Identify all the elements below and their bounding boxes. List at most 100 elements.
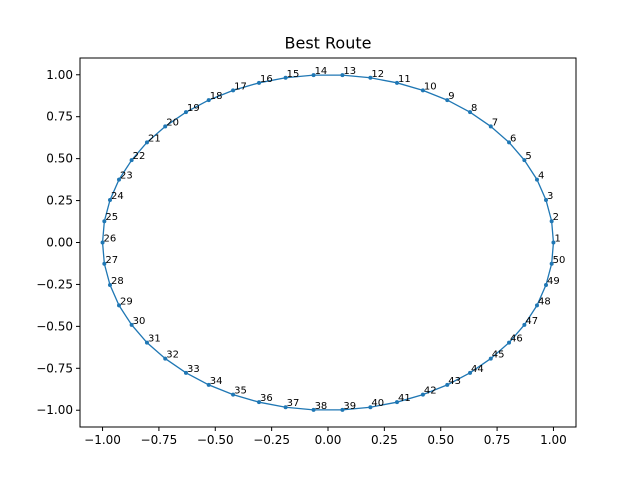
route-point xyxy=(394,80,399,85)
x-tick-label: 1.00 xyxy=(540,433,567,447)
point-label: 12 xyxy=(371,69,384,80)
route-point xyxy=(163,124,168,129)
point-label: 32 xyxy=(166,350,179,361)
route-point xyxy=(144,340,149,345)
route-point xyxy=(507,140,512,145)
x-tick-label: 0.25 xyxy=(371,433,398,447)
point-label: 34 xyxy=(210,376,223,387)
point-label: 23 xyxy=(120,171,133,182)
y-tick-label: 1.00 xyxy=(46,68,73,82)
point-label: 24 xyxy=(111,191,124,202)
chart-title: Best Route xyxy=(285,34,372,53)
x-axis: −1.00 −0.75 −0.50 −0.25 0.00 0.25 0.50 0.75 1.00 xyxy=(84,427,567,447)
route-point xyxy=(129,322,134,327)
route-point xyxy=(107,282,112,287)
route-point xyxy=(368,75,373,80)
route-point xyxy=(163,356,168,361)
point-label: 50 xyxy=(553,255,566,266)
point-label: 43 xyxy=(448,376,461,387)
point-label: 19 xyxy=(187,103,200,114)
route-point xyxy=(468,110,473,115)
point-label: 20 xyxy=(166,117,179,128)
route-point xyxy=(117,303,121,308)
point-label: 44 xyxy=(471,364,484,375)
route-point xyxy=(257,400,262,405)
point-label: 18 xyxy=(210,91,223,102)
point-label: 26 xyxy=(104,234,117,245)
point-label: 41 xyxy=(398,393,411,404)
route-point xyxy=(117,177,121,182)
route-point xyxy=(544,282,549,287)
route-point xyxy=(206,98,211,103)
route-point xyxy=(311,73,316,78)
point-label: 4 xyxy=(538,171,544,182)
route-point xyxy=(551,240,556,245)
route-point xyxy=(311,407,316,412)
route-point xyxy=(102,261,107,266)
route-point xyxy=(231,392,236,397)
point-label: 28 xyxy=(111,276,124,287)
route-point xyxy=(129,158,134,163)
point-label: 21 xyxy=(148,133,161,144)
point-label: 39 xyxy=(343,401,356,412)
x-tick-label: −0.25 xyxy=(253,433,290,447)
point-label: 13 xyxy=(343,66,356,77)
route-point xyxy=(522,322,527,327)
y-axis: −1.00 −0.75 −0.50 −0.25 0.00 0.25 0.50 0.75 1.00 xyxy=(36,68,80,417)
y-tick-label: −0.50 xyxy=(36,319,73,333)
route-point xyxy=(340,407,345,412)
route-point xyxy=(522,158,527,163)
route-point xyxy=(107,198,112,203)
axes-frame xyxy=(79,57,577,428)
x-tick-label: 0.00 xyxy=(315,433,342,447)
point-label: 30 xyxy=(133,316,146,327)
point-label: 45 xyxy=(492,350,505,361)
route-point xyxy=(488,124,493,129)
route-point xyxy=(544,198,549,203)
point-label: 11 xyxy=(398,74,411,85)
route-point xyxy=(549,219,554,224)
y-tick-label: 0.75 xyxy=(46,110,73,124)
y-tick-label: 0.25 xyxy=(46,194,73,208)
point-label: 29 xyxy=(120,296,133,307)
route-point xyxy=(283,75,288,80)
point-label: 2 xyxy=(553,212,559,223)
route-point xyxy=(535,303,539,308)
route-point xyxy=(231,88,236,93)
point-label: 15 xyxy=(287,69,300,80)
y-tick-label: 0.50 xyxy=(46,152,73,166)
route-point xyxy=(445,382,450,387)
point-label: 25 xyxy=(105,212,118,223)
route-point xyxy=(445,98,450,103)
point-label: 14 xyxy=(315,66,328,77)
route-point xyxy=(468,370,473,375)
point-label: 27 xyxy=(105,255,118,266)
y-tick-label: −0.25 xyxy=(36,277,73,291)
route-point xyxy=(549,261,554,266)
point-label: 7 xyxy=(492,117,498,128)
point-label: 8 xyxy=(471,103,477,114)
x-tick-label: −0.75 xyxy=(141,433,178,447)
route-point xyxy=(535,177,539,182)
route-point xyxy=(368,405,373,410)
point-label: 37 xyxy=(287,398,300,409)
route-point xyxy=(102,219,107,224)
x-tick-label: −0.50 xyxy=(197,433,234,447)
point-label: 9 xyxy=(448,91,454,102)
route-point xyxy=(340,73,345,78)
route-point xyxy=(488,356,493,361)
point-label: 16 xyxy=(260,74,273,85)
route-point xyxy=(394,400,399,405)
y-tick-label: −0.75 xyxy=(36,361,73,375)
x-tick-label: −1.00 xyxy=(84,433,121,447)
point-label: 10 xyxy=(424,81,437,92)
route-point xyxy=(183,370,188,375)
point-label: 31 xyxy=(148,334,161,345)
route-point xyxy=(144,140,149,145)
point-label: 17 xyxy=(234,81,247,92)
plot-area: 1234567891011121314151617181920212223242… xyxy=(100,66,566,412)
point-label: 6 xyxy=(510,133,516,144)
point-label: 38 xyxy=(315,401,328,412)
point-label: 5 xyxy=(525,151,531,162)
point-label: 36 xyxy=(260,393,273,404)
